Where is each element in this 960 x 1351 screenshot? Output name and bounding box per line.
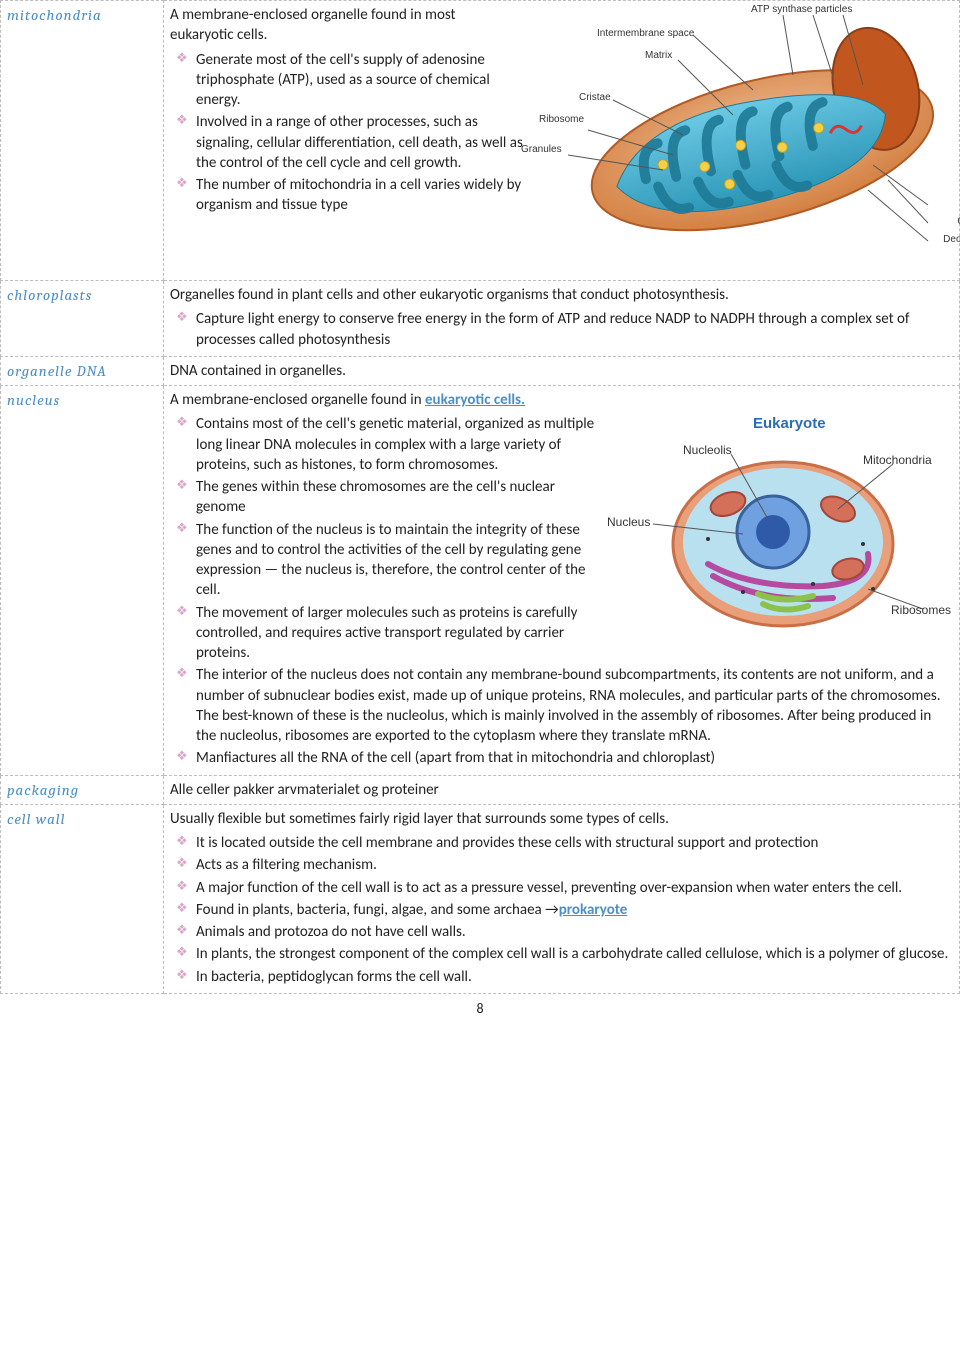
term-chloroplasts: chloroplasts xyxy=(1,281,164,357)
def-organelle-dna: DNA contained in organelles. xyxy=(164,356,960,385)
cellwall-intro: Usually flexible but sometimes fairly ri… xyxy=(170,809,953,829)
def-packaging: Alle celler pakker arvmaterialet og prot… xyxy=(164,775,960,804)
def-nucleus: A membrane-enclosed organelle found in e… xyxy=(164,386,960,776)
label-nucleolis: Nucleolis xyxy=(683,442,732,458)
nucleus-bullet: The genes within these chromosomes are t… xyxy=(170,477,596,518)
cellwall-bullet: In bacteria, peptidoglycan forms the cel… xyxy=(170,967,953,987)
label-matrix: Matrix xyxy=(645,49,672,63)
label-atp: ATP synthase particles xyxy=(751,3,852,17)
label-dna: Deoxyribonucleic acid (DNA) xyxy=(943,233,960,247)
label-euk-mito: Mitochondria xyxy=(863,452,932,468)
orgdna-intro: DNA contained in organelles. xyxy=(170,362,346,380)
term-packaging: packaging xyxy=(1,775,164,804)
nucleus-bullet: The function of the nucleus is to mainta… xyxy=(170,520,596,601)
packaging-intro: Alle celler pakker arvmaterialet og prot… xyxy=(170,781,439,799)
mito-bullet: Generate most of the cell's supply of ad… xyxy=(170,50,506,111)
term-nucleus: nucleus xyxy=(1,386,164,776)
glossary-table: mitochondria xyxy=(0,0,960,994)
cellwall-bullet: Animals and protozoa do not have cell wa… xyxy=(170,922,953,942)
cellwall-bullet: Acts as a filtering mechanism. xyxy=(170,855,953,875)
def-mitochondria: ATP synthase particles Intermembrane spa… xyxy=(164,1,960,281)
nucleus-bullet: The interior of the nucleus does not con… xyxy=(170,665,953,746)
def-cell-wall: Usually flexible but sometimes fairly ri… xyxy=(164,804,960,993)
mito-intro: A membrane-enclosed organelle found in m… xyxy=(170,5,470,46)
mito-bullet: Involved in a range of other processes, … xyxy=(170,112,953,173)
label-nucleus: Nucleus xyxy=(607,514,650,530)
label-intermembrane: Intermembrane space xyxy=(597,27,694,41)
nucleus-bullet: Contains most of the cell's genetic mate… xyxy=(170,414,596,475)
term-cell-wall: cell wall xyxy=(1,804,164,993)
cellwall-bullet: It is located outside the cell membrane … xyxy=(170,833,953,853)
mito-bullet: The number of mitochondria in a cell var… xyxy=(170,175,953,216)
chloro-bullet: Capture light energy to conserve free en… xyxy=(170,309,953,350)
nucleus-intro: A membrane-enclosed organelle found in e… xyxy=(170,390,953,410)
nucleus-bullet: Manfiactures all the RNA of the cell (ap… xyxy=(170,748,953,768)
euk-title: Eukaryote xyxy=(753,414,826,434)
cellwall-bullet: A major function of the cell wall is to … xyxy=(170,878,953,898)
link-prokaryote[interactable]: prokaryote xyxy=(559,901,628,919)
term-organelle-dna: organelle DNA xyxy=(1,356,164,385)
cellwall-bullet: In plants, the strongest component of th… xyxy=(170,944,953,964)
chloro-intro: Organelles found in plant cells and othe… xyxy=(170,285,953,305)
cellwall-bullet: Found in plants, bacteria, fungi, algae,… xyxy=(170,900,953,920)
label-cristae: Cristae xyxy=(579,91,611,105)
term-mitochondria: mitochondria xyxy=(1,1,164,281)
page-number: 8 xyxy=(0,994,960,1027)
link-eukaryotic-cells[interactable]: eukaryotic cells. xyxy=(425,391,525,409)
def-chloroplasts: Organelles found in plant cells and othe… xyxy=(164,281,960,357)
nucleus-bullet: The movement of larger molecules such as… xyxy=(170,603,953,664)
